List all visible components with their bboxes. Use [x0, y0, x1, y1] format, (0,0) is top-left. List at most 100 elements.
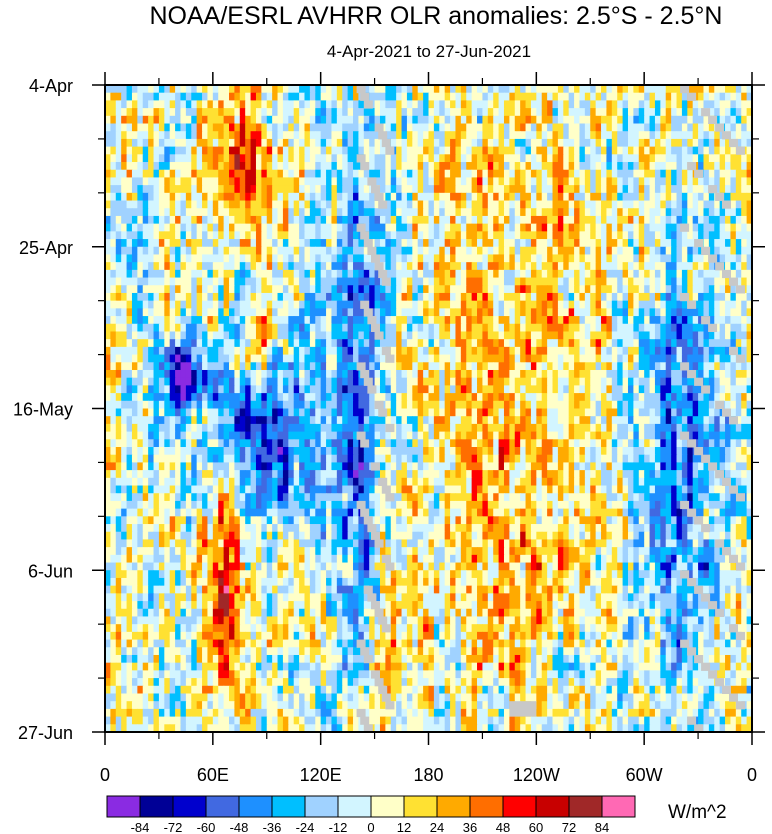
anomaly-cell [671, 123, 678, 132]
anomaly-cell [406, 177, 413, 186]
anomaly-cell [450, 200, 457, 209]
anomaly-cell [660, 292, 667, 302]
anomaly-cell [725, 254, 732, 263]
anomaly-cell [299, 323, 306, 333]
anomaly-cell [455, 292, 462, 302]
anomaly-cell [180, 100, 187, 109]
anomaly-cell [320, 154, 327, 163]
anomaly-cell [692, 385, 699, 394]
anomaly-cell [450, 331, 457, 340]
anomaly-cell [703, 154, 710, 163]
anomaly-cell [417, 339, 424, 348]
anomaly-cell [331, 300, 338, 309]
anomaly-cell [698, 354, 705, 363]
anomaly-cell [703, 138, 710, 148]
anomaly-cell [676, 316, 683, 325]
anomaly-cell [601, 223, 608, 232]
anomaly-cell [514, 108, 521, 117]
anomaly-cell [288, 393, 295, 402]
anomaly-cell [627, 200, 634, 209]
anomaly-cell [568, 200, 575, 209]
anomaly-cell [563, 85, 570, 94]
anomaly-cell [379, 246, 386, 256]
anomaly-cell [568, 162, 575, 171]
anomaly-cell [148, 300, 155, 309]
anomaly-cell [293, 215, 300, 225]
anomaly-cell [654, 131, 661, 140]
anomaly-cell [245, 385, 252, 394]
anomaly-cell [611, 208, 618, 217]
anomaly-cell [644, 285, 651, 294]
anomaly-cell [568, 215, 575, 225]
anomaly-cell [741, 339, 748, 348]
anomaly-cell [563, 115, 570, 125]
anomaly-cell [326, 177, 333, 186]
anomaly-cell [315, 131, 322, 140]
anomaly-cell [369, 362, 376, 371]
anomaly-cell [342, 215, 349, 225]
anomaly-cell [212, 308, 219, 317]
anomaly-cell [466, 377, 473, 386]
anomaly-cell [320, 377, 327, 386]
anomaly-cell [676, 323, 683, 333]
anomaly-cell [708, 215, 715, 225]
anomaly-cell [417, 108, 424, 117]
anomaly-cell [255, 131, 262, 140]
anomaly-cell [142, 262, 149, 271]
anomaly-cell [126, 200, 133, 209]
anomaly-cell [455, 254, 462, 263]
anomaly-cell [309, 285, 316, 294]
anomaly-cell [315, 339, 322, 348]
anomaly-cell [671, 169, 678, 179]
anomaly-cell [714, 331, 721, 340]
anomaly-cell [406, 92, 413, 101]
anomaly-cell [406, 239, 413, 248]
anomaly-cell [299, 115, 306, 125]
anomaly-cell [320, 192, 327, 202]
anomaly-cell [277, 277, 284, 286]
anomaly-cell [153, 269, 160, 279]
anomaly-cell [234, 231, 241, 240]
anomaly-cell [277, 177, 284, 186]
anomaly-cell [611, 323, 618, 333]
anomaly-cell [698, 308, 705, 317]
anomaly-cell [396, 254, 403, 263]
anomaly-cell [741, 208, 748, 217]
anomaly-cell [299, 108, 306, 117]
anomaly-cell [552, 131, 559, 140]
anomaly-cell [229, 231, 235, 240]
anomaly-cell [309, 162, 316, 171]
anomaly-cell [218, 346, 225, 356]
anomaly-cell [142, 246, 149, 256]
anomaly-cell [164, 138, 171, 148]
anomaly-cell [396, 331, 403, 340]
anomaly-cell [212, 277, 219, 286]
anomaly-cell [552, 308, 559, 317]
anomaly-cell [148, 123, 155, 132]
anomaly-cell [498, 115, 505, 125]
anomaly-cell [638, 115, 645, 125]
anomaly-cell [417, 346, 424, 356]
anomaly-cell [234, 239, 241, 248]
anomaly-cell [229, 123, 235, 132]
anomaly-cell [255, 354, 262, 363]
anomaly-cell [390, 185, 397, 194]
anomaly-cell [649, 369, 656, 379]
anomaly-cell [353, 200, 360, 209]
anomaly-cell [584, 200, 591, 209]
anomaly-cell [218, 223, 225, 232]
anomaly-cell [627, 377, 634, 386]
anomaly-cell [503, 115, 510, 125]
anomaly-cell [417, 354, 424, 363]
anomaly-cell [466, 246, 473, 256]
anomaly-cell [331, 308, 338, 317]
anomaly-cell [353, 169, 360, 179]
anomaly-cell [676, 246, 683, 256]
anomaly-cell [525, 354, 532, 363]
anomaly-cell [541, 177, 548, 186]
anomaly-cell [719, 308, 726, 317]
anomaly-cell [579, 131, 586, 140]
anomaly-cell [428, 400, 435, 410]
anomaly-cell [622, 138, 629, 148]
anomaly-cell [617, 192, 624, 202]
